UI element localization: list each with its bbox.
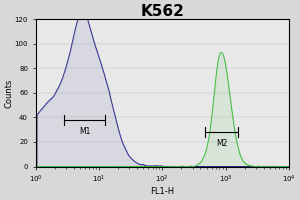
- Text: M2: M2: [216, 139, 227, 148]
- Text: M1: M1: [79, 127, 90, 136]
- Y-axis label: Counts: Counts: [4, 78, 13, 108]
- Title: K562: K562: [140, 4, 184, 19]
- X-axis label: FL1-H: FL1-H: [150, 187, 174, 196]
